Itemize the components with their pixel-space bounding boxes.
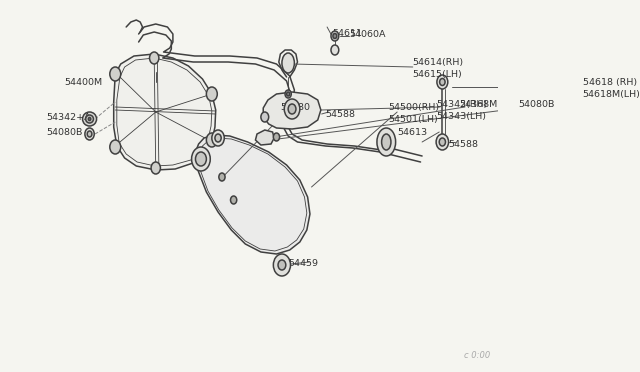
Circle shape — [273, 133, 280, 141]
Text: 54080B: 54080B — [47, 128, 83, 137]
Circle shape — [331, 45, 339, 55]
Text: 54342+A: 54342+A — [47, 112, 92, 122]
Circle shape — [230, 196, 237, 204]
Text: 54343(LH): 54343(LH) — [436, 112, 486, 121]
Circle shape — [278, 260, 286, 270]
Circle shape — [219, 173, 225, 181]
Text: 54342(RH): 54342(RH) — [436, 99, 488, 109]
Text: 54400M: 54400M — [64, 77, 102, 87]
Ellipse shape — [381, 134, 391, 150]
Circle shape — [85, 128, 94, 140]
Text: 54588: 54588 — [448, 140, 478, 148]
Text: 54611: 54611 — [333, 29, 362, 38]
Circle shape — [439, 138, 445, 146]
Circle shape — [191, 147, 211, 171]
Circle shape — [287, 92, 290, 96]
Circle shape — [437, 75, 448, 89]
Ellipse shape — [282, 53, 294, 73]
Text: 54613: 54613 — [397, 128, 428, 137]
Text: 54060A: 54060A — [349, 29, 385, 38]
Circle shape — [333, 33, 337, 38]
Ellipse shape — [83, 112, 97, 126]
Circle shape — [284, 99, 300, 119]
Circle shape — [436, 134, 449, 150]
Circle shape — [285, 90, 291, 98]
Text: 54615(LH): 54615(LH) — [413, 70, 463, 78]
Circle shape — [273, 254, 291, 276]
Polygon shape — [263, 92, 321, 129]
Circle shape — [440, 78, 445, 86]
Circle shape — [195, 152, 206, 166]
Text: 54368M: 54368M — [460, 99, 498, 109]
Text: 54588: 54588 — [326, 109, 356, 119]
Circle shape — [206, 87, 218, 101]
Circle shape — [215, 134, 221, 142]
Circle shape — [288, 104, 296, 114]
Ellipse shape — [86, 115, 93, 123]
Text: 54480: 54480 — [280, 103, 310, 112]
Text: 54618M(LH): 54618M(LH) — [582, 90, 640, 99]
Text: 54500(RH): 54500(RH) — [388, 103, 439, 112]
Circle shape — [150, 52, 159, 64]
Circle shape — [331, 31, 339, 41]
Text: 54459: 54459 — [288, 260, 318, 269]
Circle shape — [110, 140, 121, 154]
Circle shape — [88, 118, 91, 121]
Circle shape — [87, 131, 92, 137]
Circle shape — [206, 133, 218, 147]
Circle shape — [261, 112, 269, 122]
Text: 54614(RH): 54614(RH) — [413, 58, 464, 67]
Text: 54080B: 54080B — [518, 99, 554, 109]
Polygon shape — [114, 54, 216, 170]
Text: 54618 (RH): 54618 (RH) — [582, 77, 637, 87]
Circle shape — [110, 67, 121, 81]
Text: 54501(LH): 54501(LH) — [388, 115, 438, 124]
Polygon shape — [195, 135, 310, 254]
Polygon shape — [255, 130, 274, 145]
Ellipse shape — [377, 128, 396, 156]
Text: c 0:00: c 0:00 — [465, 351, 491, 360]
Circle shape — [151, 162, 161, 174]
Circle shape — [212, 130, 224, 146]
